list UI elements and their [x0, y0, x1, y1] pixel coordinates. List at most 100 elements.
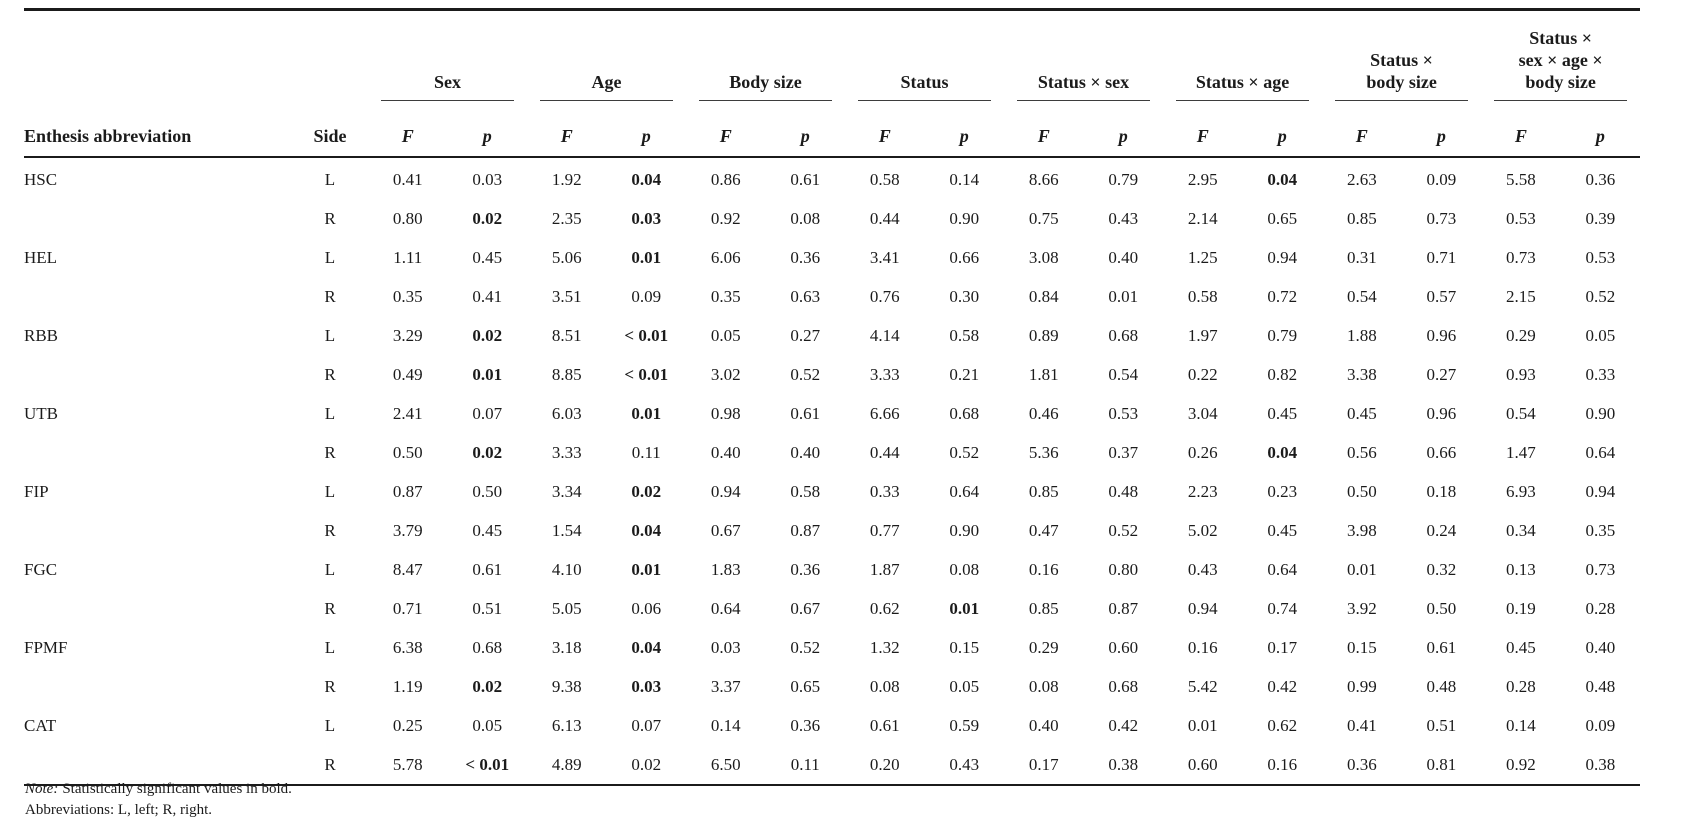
- enthesis-label: HSC: [24, 169, 58, 189]
- f-value: 0.26: [1187, 442, 1218, 462]
- p-value: 0.87: [1108, 598, 1139, 618]
- enthesis-label: [24, 589, 292, 628]
- side-value: L: [324, 637, 336, 657]
- f-value: 1.92: [551, 169, 582, 189]
- f-value: 0.93: [1505, 364, 1536, 384]
- f-value: 0.62: [869, 598, 900, 618]
- f-value: 0.53: [1505, 208, 1536, 228]
- p-value: 0.57: [1426, 286, 1457, 306]
- f-value: 0.29: [1505, 325, 1536, 345]
- f-value: 2.63: [1346, 169, 1377, 189]
- f-value: 8.66: [1028, 169, 1059, 189]
- f-value: 0.50: [1346, 481, 1377, 501]
- f-header: F: [1163, 101, 1243, 158]
- p-value: 0.35: [1585, 520, 1616, 540]
- p-value: 0.27: [1426, 364, 1457, 384]
- group-header-sex: Sex: [368, 10, 527, 101]
- p-header: p: [1560, 101, 1641, 158]
- enthesis-label: [24, 199, 292, 238]
- f-value: 6.13: [551, 715, 582, 735]
- f-value: 0.49: [392, 364, 423, 384]
- f-value: 4.89: [527, 745, 607, 786]
- table-row: R 0.50 0.02 3.33 0.11 0.40 0.40 0.44 0.52 5.36 0.3…: [24, 433, 1640, 472]
- f-value: 0.35: [710, 286, 741, 306]
- table-row: UTB L 2.41 0.07 6.03 0.01 0.98 0.61 6.66 0.68 0.46…: [24, 394, 1640, 433]
- f-value: 1.11: [393, 247, 423, 267]
- f-value: 2.41: [392, 403, 423, 423]
- table-row: HEL L 1.11 0.45 5.06 0.01 6.06 0.36 3.41 0.66 3.08…: [24, 238, 1640, 277]
- f-value: 0.61: [869, 715, 900, 735]
- f-value: 0.44: [869, 208, 900, 228]
- p-value: 0.03: [631, 208, 662, 228]
- p-value: 0.64: [1267, 559, 1298, 579]
- f-value: 0.73: [1505, 247, 1536, 267]
- enthesis-label: [24, 511, 292, 550]
- f-value: 0.36: [1322, 745, 1402, 786]
- f-value: 0.64: [710, 598, 741, 618]
- p-value: 0.52: [1108, 520, 1139, 540]
- p-value: 0.02: [472, 208, 503, 228]
- f-value: 0.92: [710, 208, 741, 228]
- f-value: 0.58: [1187, 286, 1218, 306]
- p-value: 0.09: [1585, 715, 1616, 735]
- p-value: 0.50: [472, 481, 503, 501]
- f-value: 0.89: [1028, 325, 1059, 345]
- f-value: 5.06: [551, 247, 582, 267]
- f-value: 3.37: [710, 676, 741, 696]
- table-row: R 0.35 0.41 3.51 0.09 0.35 0.63 0.76 0.30 0.84 0.0…: [24, 277, 1640, 316]
- p-value: 0.05: [1585, 325, 1616, 345]
- p-value: 0.45: [1267, 520, 1298, 540]
- enthesis-label: FIP: [24, 481, 49, 501]
- f-value: 0.01: [1346, 559, 1377, 579]
- f-value: 0.17: [1004, 745, 1084, 786]
- p-value: 0.32: [1426, 559, 1457, 579]
- p-value: 0.02: [472, 676, 503, 696]
- f-value: 3.18: [551, 637, 582, 657]
- f-value: 0.22: [1187, 364, 1218, 384]
- p-value: 0.28: [1585, 598, 1616, 618]
- p-value: 0.60: [1108, 637, 1139, 657]
- p-value: 0.18: [1426, 481, 1457, 501]
- p-value: 0.01: [949, 598, 980, 618]
- p-value: 0.50: [1426, 598, 1457, 618]
- p-value: 0.30: [949, 286, 980, 306]
- f-value: 3.33: [551, 442, 582, 462]
- f-header: F: [1004, 101, 1084, 158]
- p-value: 0.36: [1585, 169, 1616, 189]
- p-value: 0.33: [1585, 364, 1616, 384]
- f-value: 0.60: [1163, 745, 1243, 786]
- p-value: 0.82: [1267, 364, 1298, 384]
- table-row: R 0.49 0.01 8.85 < 0.01 3.02 0.52 3.33 0.21 1.81 0…: [24, 355, 1640, 394]
- f-value: 3.38: [1346, 364, 1377, 384]
- p-value: 0.06: [631, 598, 662, 618]
- p-value: 0.04: [631, 169, 662, 189]
- f-value: 0.67: [710, 520, 741, 540]
- side-value: R: [324, 520, 336, 540]
- f-value: 0.35: [392, 286, 423, 306]
- p-value: 0.54: [1108, 364, 1139, 384]
- enthesis-label: [24, 355, 292, 394]
- p-value: 0.15: [949, 637, 980, 657]
- table-row: FGC L 8.47 0.61 4.10 0.01 1.83 0.36 1.87 0.08 0.16…: [24, 550, 1640, 589]
- p-value: 0.36: [790, 559, 821, 579]
- p-value: 0.52: [1585, 286, 1616, 306]
- p-value: 0.90: [949, 208, 980, 228]
- f-value: 0.47: [1028, 520, 1059, 540]
- p-value: 0.42: [1108, 715, 1139, 735]
- p-value: 0.16: [1242, 745, 1323, 786]
- f-value: 0.25: [392, 715, 423, 735]
- p-value: 0.64: [949, 481, 980, 501]
- f-value: 0.19: [1505, 598, 1536, 618]
- enthesis-label: [24, 277, 292, 316]
- p-header: p: [1401, 101, 1482, 158]
- p-value: 0.39: [1585, 208, 1616, 228]
- f-value: 6.66: [869, 403, 900, 423]
- f-value: 1.88: [1346, 325, 1377, 345]
- side-value: L: [324, 247, 336, 267]
- f-value: 0.15: [1346, 637, 1377, 657]
- f-value: 8.85: [551, 364, 582, 384]
- f-value: 0.94: [1187, 598, 1218, 618]
- f-value: 0.34: [1505, 520, 1536, 540]
- p-value: 0.48: [1585, 676, 1616, 696]
- p-value: < 0.01: [447, 745, 527, 786]
